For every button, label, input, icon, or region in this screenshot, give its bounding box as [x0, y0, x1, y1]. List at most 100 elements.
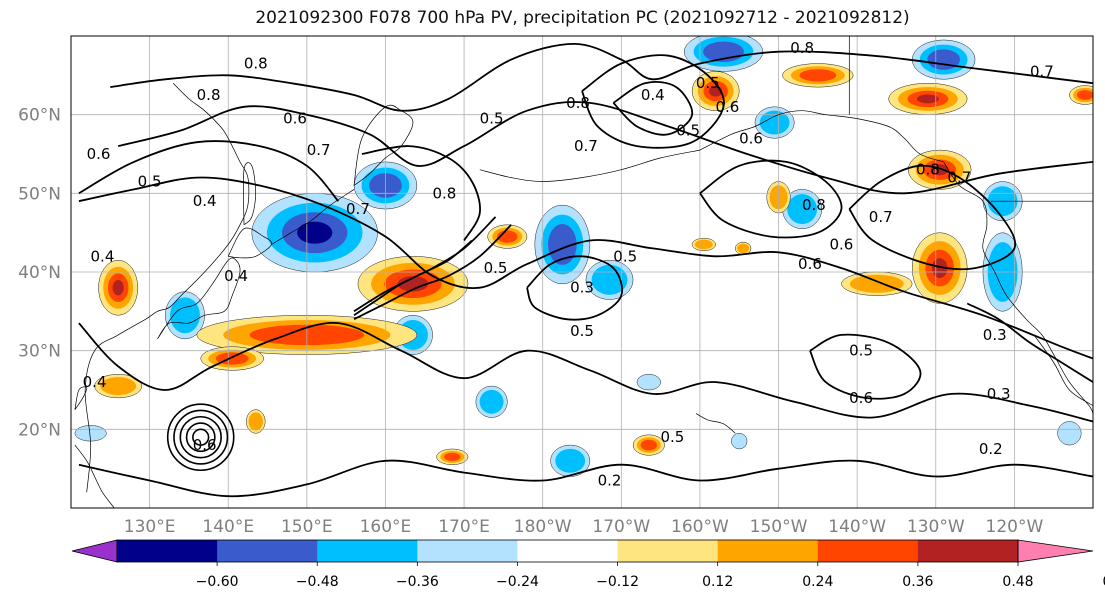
colorbar-tick-label: −0.12: [596, 574, 639, 590]
colorbar-segment: [717, 540, 819, 562]
lat-tick-label: 50°N: [18, 184, 61, 204]
contour-label: 0.7: [947, 169, 971, 187]
coastlines: [74, 36, 1093, 508]
colorbar-frame: [116, 539, 1019, 563]
colorbar-segment: [917, 540, 1019, 562]
pv-contour-7: [581, 54, 725, 149]
contour-label: 0.2: [979, 440, 1003, 458]
coastline-kamchatka: [353, 104, 414, 186]
anomaly-level-2: [444, 452, 461, 461]
contour-label: 0.8: [566, 94, 590, 112]
anomaly-level-0: [731, 433, 748, 450]
contour-label: 0.6: [830, 235, 854, 253]
positive-anomaly-32: [911, 232, 968, 304]
positive-anomaly-36: [1069, 85, 1093, 105]
lon-tick-label: 120°W: [986, 517, 1044, 537]
coastline-japan: [157, 257, 241, 340]
contour-label: 0.5: [138, 173, 162, 191]
lon-tick-label: 170°E: [438, 517, 490, 537]
colorbar-segment: [817, 540, 919, 562]
anomaly-level-0: [1057, 421, 1082, 446]
coastline-east-asia: [84, 82, 250, 493]
negative-anomaly-15: [636, 374, 661, 391]
colorbar-segment: [317, 540, 418, 562]
colorbar-tick-label: 0.60: [1103, 574, 1105, 590]
pv-contour-10: [361, 145, 481, 241]
anomaly-level-1: [787, 194, 818, 225]
lon-tick-label: 180°W: [514, 517, 572, 537]
contour-label: 0.7: [346, 200, 370, 218]
coastline-taiwan: [74, 386, 88, 410]
colorbar-tick-label: 0.36: [902, 574, 933, 590]
contour-label: 0.4: [91, 247, 115, 265]
contour-label: 0.2: [598, 471, 622, 489]
negative-anomaly-12: [475, 385, 508, 418]
pv-contour-3: [78, 322, 1093, 423]
negative-anomaly-4: [534, 204, 591, 285]
pv-contour-6: [699, 159, 843, 239]
vortex-ring-3: [173, 409, 229, 465]
pv-contours: [78, 42, 1093, 498]
coastline-hawaii: [695, 413, 736, 434]
positive-anomaly-28: [782, 63, 854, 88]
pv-contour-2: [78, 176, 1093, 360]
pv-contour-13: [353, 239, 473, 313]
colorbar-tick-label: −0.60: [196, 574, 239, 590]
positive-anomaly-27: [691, 71, 740, 111]
contour-label: 0.7: [869, 208, 893, 226]
contour-label: 0.5: [696, 74, 720, 92]
anomaly-level-0: [636, 374, 661, 391]
contour-label: 0.5: [484, 259, 508, 277]
contour-label: 0.3: [983, 326, 1007, 344]
lat-tick-label: 30°N: [18, 342, 61, 362]
plot-frame: [70, 35, 1094, 509]
contour-label: 0.6: [739, 129, 763, 147]
lon-tick-label: 170°W: [592, 517, 650, 537]
anomaly-level-1: [694, 239, 713, 250]
colorbar-tick-label: −0.48: [296, 574, 339, 590]
anomaly-level-1: [170, 297, 200, 334]
anomaly-level-2: [1076, 90, 1093, 100]
axis-labels: 20°N 30°N 40°N 50°N 60°N 130°E 140°E 150°E 160°E…: [18, 106, 1043, 537]
lat-tick-label: 40°N: [18, 263, 61, 283]
anomaly-level-1: [555, 448, 586, 473]
lat-tick-label: 60°N: [18, 106, 61, 126]
pv-contour-0: [110, 42, 1093, 112]
pv-contour-15: [848, 164, 1017, 271]
anomaly-level-2: [548, 224, 577, 265]
negative-anomaly-13: [550, 444, 591, 477]
lon-tick-label: 160°E: [360, 517, 412, 537]
lon-tick-label: 150°E: [281, 517, 333, 537]
colorbar-tick-label: 0.12: [702, 574, 733, 590]
lon-tick-label: 140°W: [828, 517, 886, 537]
pv-contour-14: [809, 333, 922, 400]
colorbar-extend-min: [71, 539, 118, 563]
positive-anomaly-33: [841, 271, 913, 296]
figure-title: 2021092300 F078 700 hPa PV, precipitatio…: [255, 8, 910, 28]
anomaly-level-3: [916, 94, 939, 104]
contour-label: 0.5: [660, 428, 684, 446]
contour-label: 0.4: [83, 373, 107, 391]
anomaly-level-1: [759, 110, 790, 135]
contour-label: 0.7: [307, 141, 331, 159]
positive-anomaly-26: [632, 434, 665, 456]
coastline-na-west: [943, 161, 1093, 414]
coastline-sakhalin: [243, 162, 257, 226]
contour-label: 0.8: [790, 39, 814, 57]
anomaly-level-3: [397, 276, 429, 292]
contour-label: 0.4: [193, 192, 217, 210]
contour-label: 0.6: [193, 436, 217, 454]
contour-labels: 0.80.80.60.70.60.50.40.40.40.40.80.70.50…: [83, 39, 1054, 490]
contour-label: 0.8: [197, 86, 221, 104]
pv-contour-9: [78, 140, 339, 202]
contour-label: 0.6: [87, 145, 111, 163]
colorbar-segment: [117, 540, 218, 562]
negative-anomaly-9: [911, 39, 976, 80]
vortex-ring-4: [166, 403, 235, 472]
anomaly-level-1: [248, 412, 263, 431]
vortex-ring-0: [192, 428, 210, 446]
colorbar: −0.60 −0.48 −0.36 −0.24 −0.12 0.12 0.24 0.36 0.4…: [71, 539, 1105, 590]
negative-anomaly-0: [251, 193, 378, 273]
